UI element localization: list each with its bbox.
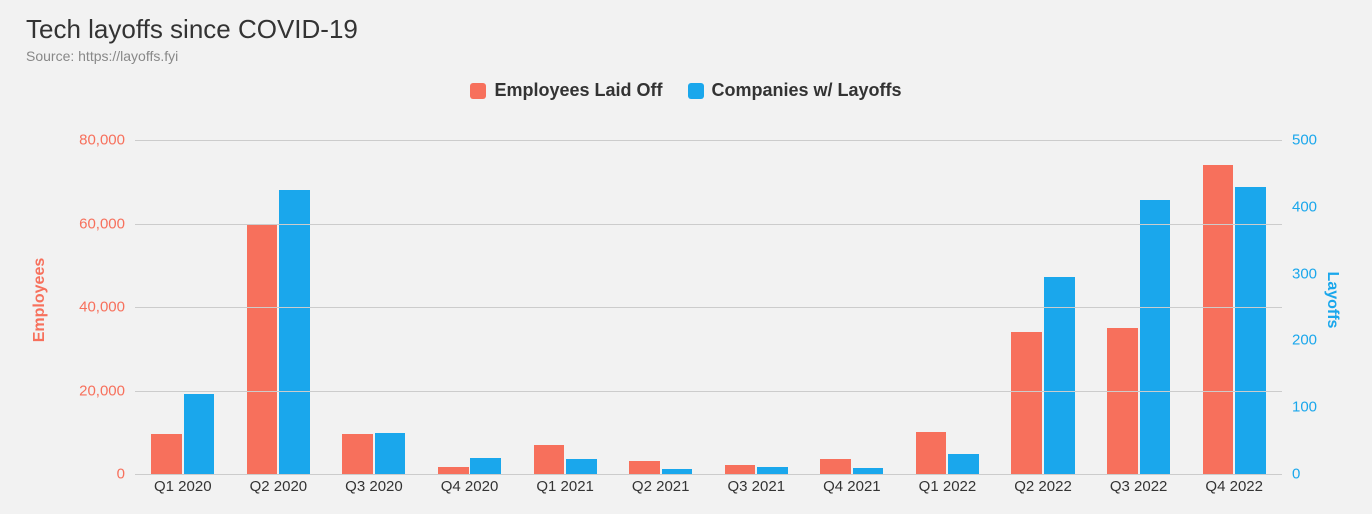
- x-axis-tick: Q4 2022: [1205, 478, 1263, 495]
- bar-companies: [757, 467, 788, 474]
- bar-employees: [916, 432, 947, 474]
- legend-label: Employees Laid Off: [494, 80, 662, 101]
- y-right-tick: 0: [1292, 466, 1300, 483]
- bar-companies: [1140, 200, 1171, 474]
- bar-employees: [1011, 332, 1042, 474]
- y-left-tick: 60,000: [79, 215, 125, 232]
- bar-employees: [342, 434, 373, 474]
- x-axis-labels: Q1 2020 Q2 2020 Q3 2020 Q4 2020 Q1 2021 Q2 20…: [135, 478, 1282, 498]
- bar-employees: [534, 445, 565, 474]
- bar-employees: [820, 459, 851, 474]
- y-right-tick: 500: [1292, 132, 1317, 149]
- plot-area: Q1 2020Q2 2020Q3 2020Q4 2020Q1 2021Q2 20…: [135, 140, 1282, 474]
- bar-companies: [1235, 187, 1266, 474]
- gridline: [135, 474, 1282, 475]
- x-axis-tick: Q4 2020: [441, 478, 499, 495]
- y-right-tick: 400: [1292, 198, 1317, 215]
- bar-companies: [375, 433, 406, 474]
- y-axis-left-label: Employees: [31, 258, 49, 342]
- y-left-tick: 20,000: [79, 382, 125, 399]
- chart-container: Tech layoffs since COVID-19 Source: http…: [0, 0, 1372, 514]
- bar-employees: [438, 467, 469, 475]
- bar-employees: [1203, 165, 1234, 474]
- y-left-tick: 0: [117, 466, 125, 483]
- x-axis-tick: Q1 2021: [536, 478, 594, 495]
- legend-swatch-employees: [470, 83, 486, 99]
- chart-title: Tech layoffs since COVID-19: [26, 14, 358, 45]
- gridline: [135, 391, 1282, 392]
- bar-employees: [151, 434, 182, 474]
- chart-subtitle: Source: https://layoffs.fyi: [26, 48, 178, 64]
- y-left-tick: 80,000: [79, 132, 125, 149]
- legend-item-employees: Employees Laid Off: [470, 80, 662, 101]
- x-axis-tick: Q2 2020: [250, 478, 308, 495]
- x-axis-tick: Q2 2022: [1014, 478, 1072, 495]
- x-axis-tick: Q3 2020: [345, 478, 403, 495]
- bar-companies: [470, 458, 501, 474]
- bar-employees: [247, 224, 278, 475]
- legend-swatch-companies: [688, 83, 704, 99]
- bar-companies: [566, 459, 597, 474]
- bar-employees: [1107, 328, 1138, 474]
- y-axis-right-label: Layoffs: [1323, 272, 1341, 329]
- bar-employees: [629, 461, 660, 474]
- legend-label: Companies w/ Layoffs: [712, 80, 902, 101]
- gridline: [135, 140, 1282, 141]
- y-left-tick: 40,000: [79, 299, 125, 316]
- x-axis-tick: Q1 2022: [919, 478, 977, 495]
- y-right-tick: 300: [1292, 265, 1317, 282]
- x-axis-tick: Q3 2021: [728, 478, 786, 495]
- bar-employees: [725, 465, 756, 474]
- x-axis-tick: Q2 2021: [632, 478, 690, 495]
- bar-companies: [184, 394, 215, 474]
- x-axis-tick: Q1 2020: [154, 478, 212, 495]
- bar-companies: [948, 454, 979, 474]
- x-axis-tick: Q3 2022: [1110, 478, 1168, 495]
- gridline: [135, 307, 1282, 308]
- chart-legend: Employees Laid Off Companies w/ Layoffs: [0, 80, 1372, 104]
- y-right-tick: 200: [1292, 332, 1317, 349]
- legend-item-companies: Companies w/ Layoffs: [688, 80, 902, 101]
- x-axis-tick: Q4 2021: [823, 478, 881, 495]
- gridline: [135, 224, 1282, 225]
- bar-companies: [279, 190, 310, 474]
- y-right-tick: 100: [1292, 399, 1317, 416]
